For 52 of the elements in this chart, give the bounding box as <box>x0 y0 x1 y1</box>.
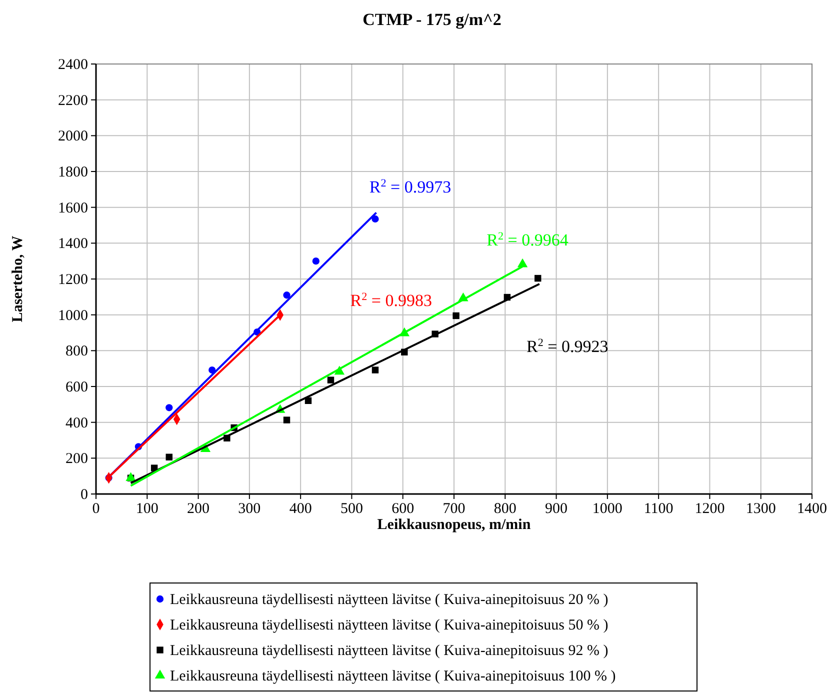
point <box>534 274 542 282</box>
legend-label: Leikkausreuna täydellisesti näytteen lävitse ( Kuiva-ainepitoisuus 50 % ) <box>170 618 608 634</box>
y-tick-label: 1800 <box>58 164 88 180</box>
annotation: R$^{2}$ = 0.9964 <box>486 230 569 250</box>
x-tick-label: 1100 <box>644 501 674 517</box>
point <box>166 454 172 460</box>
y-axis-title: Laserteho, W <box>10 236 26 322</box>
x-tick-label: 900 <box>545 501 568 517</box>
chart-title: CTMP - 175 g/m^2 <box>362 10 502 29</box>
x-tick-label: 500 <box>340 501 363 517</box>
point <box>166 404 173 412</box>
y-tick-label: 0 <box>80 487 88 503</box>
x-tick-label: 600 <box>392 501 414 517</box>
point <box>208 366 216 374</box>
point <box>372 215 379 223</box>
x-tick-label: 100 <box>136 501 158 517</box>
x-tick-label: 700 <box>442 501 466 517</box>
y-tick-label: 2000 <box>58 128 88 145</box>
x-axis-title: Leikkausnopeus, m/min <box>377 517 532 533</box>
x-tick-label: 1200 <box>694 501 725 517</box>
y-tick-label: 1400 <box>58 236 88 252</box>
y-tick-label: 600 <box>66 380 88 396</box>
y-tick-label: 1600 <box>58 200 88 216</box>
x-tick-label: 1300 <box>746 501 776 517</box>
legend-label: Leikkausreuna täydellisesti näytteen lävitse ( Kuiva-ainepitoisuus 92 % ) <box>170 643 608 659</box>
annotation: R$^{2}$ = 0.9973 <box>369 178 452 197</box>
x-tick-label: 1000 <box>592 501 622 517</box>
point <box>327 376 334 384</box>
point <box>517 258 528 268</box>
annotation: R$^{2}$ = 0.9923 <box>526 337 608 356</box>
x-tick-label: 0 <box>92 501 100 517</box>
y-tick-label: 200 <box>66 451 88 468</box>
y-tick-label: 1000 <box>58 308 88 324</box>
point <box>283 416 290 424</box>
y-tick-label: 2400 <box>58 57 88 73</box>
point <box>283 292 290 299</box>
x-tick-label: 400 <box>289 501 312 517</box>
y-tick-label: 1200 <box>58 272 88 288</box>
x-tick-label: 200 <box>187 501 210 517</box>
y-tick-label: 2200 <box>58 92 88 109</box>
point <box>372 366 379 374</box>
legend-label: Leikkausreuna täydellisesti näytteen lävitse ( Kuiva-ainepitoisuus 20 % ) <box>170 592 608 608</box>
x-tick-label: 300 <box>238 501 261 517</box>
point <box>452 312 460 320</box>
point <box>126 472 136 481</box>
point <box>312 258 320 265</box>
annotation: R$^{2}$ = 0.9983 <box>350 291 432 310</box>
x-tick-label: 1400 <box>797 501 827 517</box>
x-tick-label: 800 <box>494 501 516 517</box>
y-tick-label: 400 <box>66 415 88 432</box>
y-tick-label: 800 <box>66 344 88 360</box>
legend-label: Leikkausreuna täydellisesti näytteen lävitse ( Kuiva-ainepitoisuus 100 % ) <box>170 668 616 684</box>
